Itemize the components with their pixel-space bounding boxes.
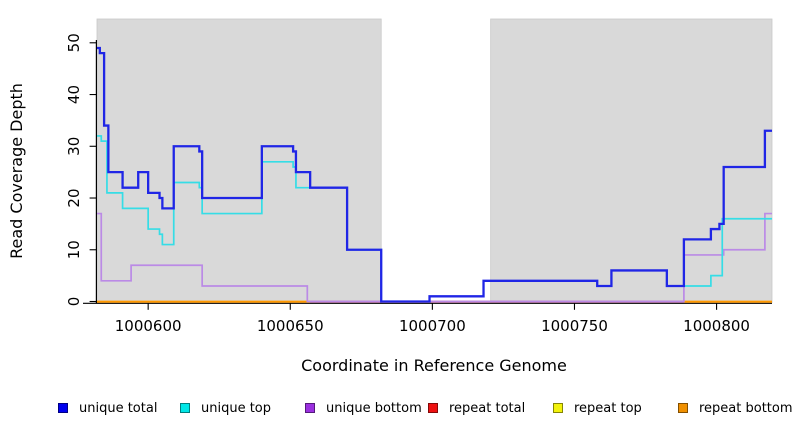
legend-item-unique-total: unique total <box>58 399 157 417</box>
legend-item-unique-bottom: unique bottom <box>305 399 422 417</box>
x-tick-label: 1000600 <box>115 317 182 335</box>
repeat-bottom-swatch-icon <box>678 403 688 413</box>
x-axis-title: Coordinate in Reference Genome <box>301 356 567 375</box>
legend-label: unique top <box>201 400 272 416</box>
y-tick-label: 30 <box>65 137 83 156</box>
x-tick-label: 1000700 <box>399 317 466 335</box>
tick-labels: 1000600 1000650 1000700 1000750 1000800 0 10 20… <box>65 33 750 335</box>
y-tick-label: 10 <box>65 240 83 259</box>
legend-label: repeat top <box>574 400 642 416</box>
unique-total-swatch-icon <box>58 403 68 413</box>
y-tick-label: 20 <box>65 188 83 207</box>
axes <box>83 40 772 310</box>
legend-item-unique-top: unique top <box>180 399 271 417</box>
legend-item-repeat-top: repeat top <box>553 399 642 417</box>
unique-bottom-swatch-icon <box>305 403 315 413</box>
y-axis-title: Read Coverage Depth <box>7 83 26 259</box>
x-tick-label: 1000800 <box>683 317 750 335</box>
legend-label: repeat total <box>449 400 526 416</box>
plot-bg-band <box>490 18 773 303</box>
legend: unique total unique top unique bottom re… <box>0 399 792 419</box>
repeat-total-swatch-icon <box>428 403 438 413</box>
legend-label: unique bottom <box>326 400 422 416</box>
y-tick-label: 40 <box>65 85 83 104</box>
series-lines <box>97 46 772 303</box>
legend-item-repeat-bottom: repeat bottom <box>678 399 792 417</box>
series-line-unique-bottom <box>97 212 772 303</box>
series-line-unique-total <box>97 46 772 303</box>
y-tick-label: 0 <box>65 297 83 307</box>
legend-label: repeat bottom <box>699 400 792 416</box>
legend-label: unique total <box>79 400 158 416</box>
y-tick-label: 50 <box>65 33 83 52</box>
plot-background-bands <box>96 18 773 303</box>
x-tick-label: 1000650 <box>257 317 324 335</box>
repeat-top-swatch-icon <box>553 403 563 413</box>
legend-item-repeat-total: repeat total <box>428 399 525 417</box>
x-tick-label: 1000750 <box>541 317 608 335</box>
plot-bg-band <box>96 18 382 303</box>
unique-top-swatch-icon <box>180 403 190 413</box>
